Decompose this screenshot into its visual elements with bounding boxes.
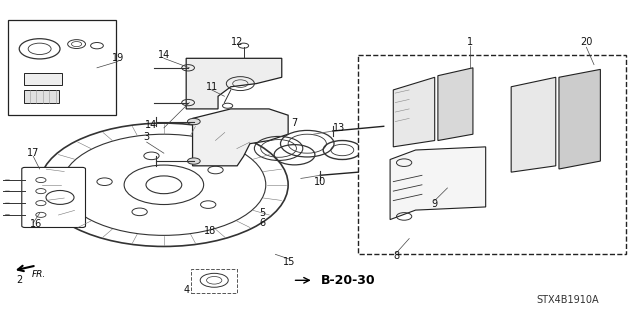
- Text: 20: 20: [580, 38, 593, 48]
- Polygon shape: [24, 90, 59, 103]
- Text: 19: 19: [112, 53, 124, 63]
- Polygon shape: [394, 77, 435, 147]
- Polygon shape: [358, 55, 626, 254]
- Text: 17: 17: [27, 148, 40, 158]
- Text: 13: 13: [333, 123, 345, 133]
- Polygon shape: [438, 68, 473, 141]
- FancyBboxPatch shape: [22, 167, 86, 227]
- Text: FR.: FR.: [32, 270, 46, 279]
- Text: 4: 4: [183, 285, 189, 295]
- Text: STX4B1910A: STX4B1910A: [537, 295, 599, 305]
- Text: 3: 3: [143, 132, 150, 142]
- Text: 14: 14: [157, 50, 170, 60]
- Text: 2: 2: [16, 275, 22, 285]
- Polygon shape: [186, 58, 282, 109]
- Circle shape: [188, 158, 200, 164]
- Polygon shape: [193, 109, 288, 166]
- Polygon shape: [511, 77, 556, 172]
- Text: 14: 14: [145, 120, 157, 130]
- Text: 16: 16: [30, 219, 43, 229]
- Polygon shape: [390, 147, 486, 219]
- Text: 12: 12: [231, 38, 243, 48]
- Text: 6: 6: [260, 218, 266, 228]
- Polygon shape: [24, 72, 62, 85]
- Text: 10: 10: [314, 177, 326, 187]
- Text: 11: 11: [205, 82, 218, 92]
- Text: 15: 15: [284, 257, 296, 267]
- Text: 18: 18: [204, 226, 216, 236]
- Text: 5: 5: [260, 208, 266, 218]
- Circle shape: [188, 118, 200, 125]
- Bar: [191, 269, 237, 293]
- Text: 1: 1: [467, 38, 473, 48]
- Text: B-20-30: B-20-30: [321, 274, 376, 287]
- Text: 7: 7: [291, 118, 298, 128]
- Text: 8: 8: [394, 251, 399, 261]
- Text: 9: 9: [431, 199, 438, 209]
- Polygon shape: [559, 69, 600, 169]
- Bar: [8, 20, 116, 115]
